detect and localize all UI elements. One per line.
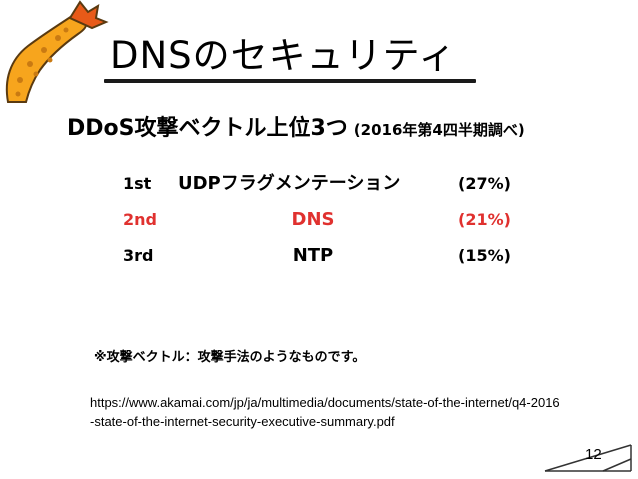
- slide-title: DNSのセキュリティ: [110, 34, 457, 77]
- ranking-name: DNS: [291, 209, 335, 230]
- ranking-name: UDPフラグメンテーション: [178, 173, 401, 194]
- ranking-percent: (21%): [458, 210, 511, 229]
- subtitle: DDoS攻撃ベクトル上位3つ (2016年第4四半期調べ): [67, 110, 525, 142]
- footnote: ※攻撃ベクトル：攻撃手法のようなものです。: [94, 350, 366, 365]
- ranking-percent: (15%): [458, 246, 511, 265]
- page-corner-flourish-icon: [544, 444, 632, 472]
- page-number: 12: [585, 446, 602, 463]
- ranking-rank: 2nd: [123, 210, 157, 229]
- ranking-row-3: 3rd NTP (15%): [0, 242, 638, 270]
- subtitle-main: DDoS攻撃ベクトル上位3つ: [67, 116, 348, 141]
- ranking-name: NTP: [292, 245, 334, 266]
- ranking-rank: 3rd: [123, 246, 154, 265]
- title-underline: [104, 79, 476, 83]
- ranking-percent: (27%): [458, 174, 511, 193]
- ranking-row-2: 2nd DNS (21%): [0, 206, 638, 234]
- ranking-rank: 1st: [123, 174, 152, 193]
- source-url: https://www.akamai.com/jp/ja/multimedia/…: [90, 395, 560, 429]
- fried-shrimp-icon: [5, 0, 109, 103]
- ranking-row-1: 1st UDPフラグメンテーション (27%): [0, 170, 638, 198]
- subtitle-note: (2016年第4四半期調べ): [353, 121, 525, 139]
